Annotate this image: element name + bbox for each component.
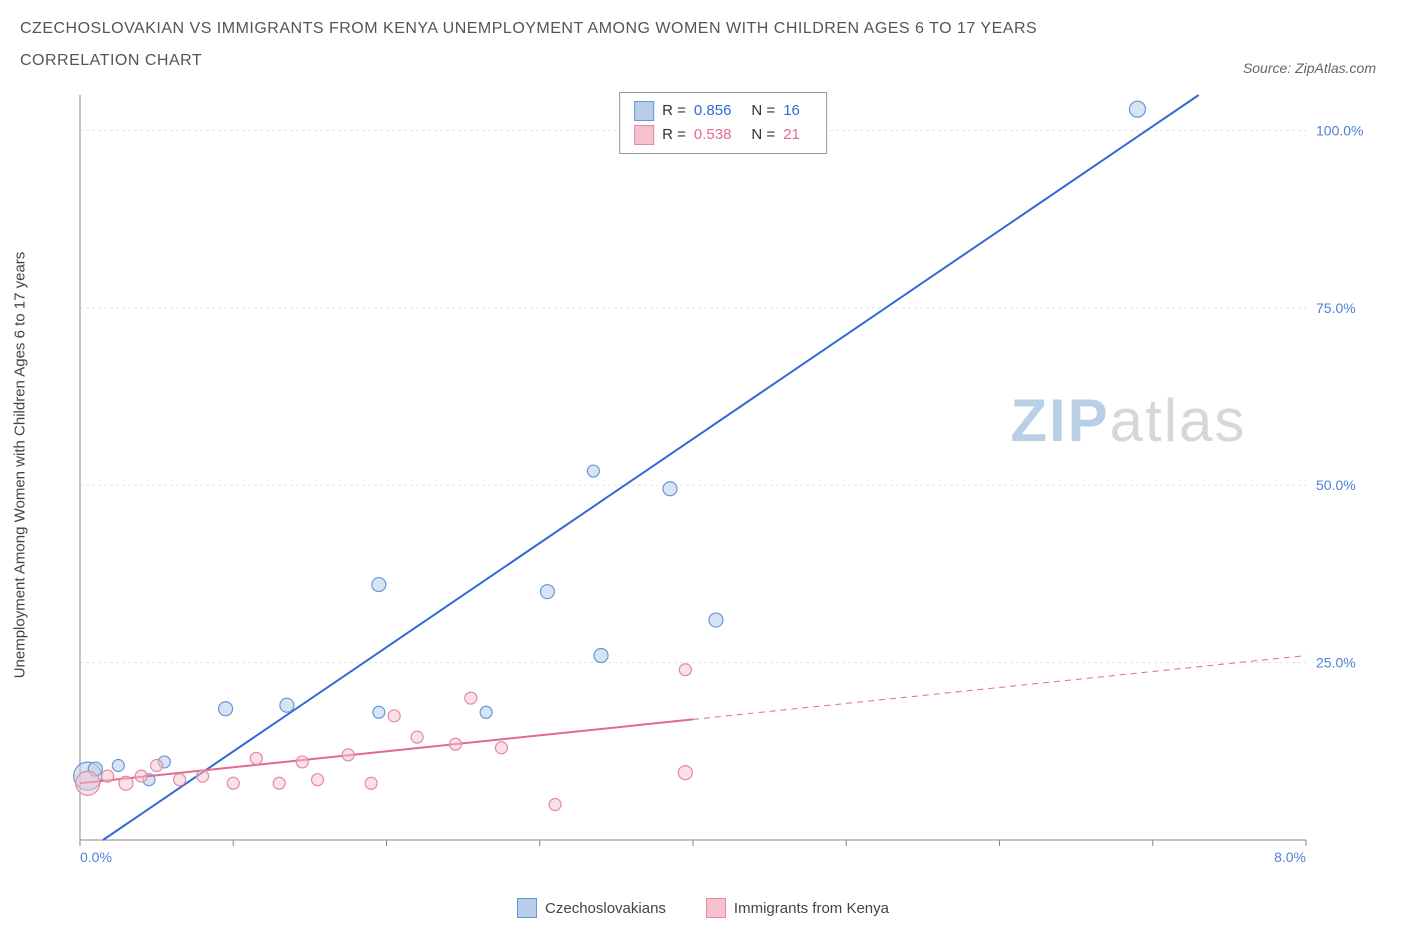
source-attribution: Source: ZipAtlas.com — [1243, 60, 1376, 76]
n-label: N = — [751, 123, 775, 147]
stats-legend-box: R = 0.856 N = 16 R = 0.538 N = 21 — [619, 92, 827, 154]
n-label: N = — [751, 99, 775, 123]
svg-text:0.0%: 0.0% — [80, 849, 112, 865]
swatch-series1 — [634, 101, 654, 121]
n-value-series2: 21 — [783, 123, 800, 147]
r-label: R = — [662, 123, 686, 147]
series-legend: Czechoslovakians Immigrants from Kenya — [517, 898, 889, 918]
legend-label-series1: Czechoslovakians — [545, 900, 666, 917]
n-value-series1: 16 — [783, 99, 800, 123]
stats-row-series2: R = 0.538 N = 21 — [634, 123, 812, 147]
legend-item-series1: Czechoslovakians — [517, 898, 666, 918]
swatch-series1 — [517, 898, 537, 918]
svg-text:8.0%: 8.0% — [1274, 849, 1306, 865]
svg-text:75.0%: 75.0% — [1316, 300, 1356, 316]
stats-row-series1: R = 0.856 N = 16 — [634, 99, 812, 123]
legend-item-series2: Immigrants from Kenya — [706, 898, 889, 918]
chart-title-line1: CZECHOSLOVAKIAN VS IMMIGRANTS FROM KENYA… — [20, 20, 1386, 38]
legend-label-series2: Immigrants from Kenya — [734, 900, 889, 917]
chart-title-line2: CORRELATION CHART — [20, 52, 1386, 70]
chart-svg: 0.0% 8.0% 25.0% 50.0% 75.0% 100.0% ZIPatlas — [70, 90, 1376, 870]
r-value-series1: 0.856 — [694, 99, 732, 123]
swatch-series2 — [706, 898, 726, 918]
svg-text:50.0%: 50.0% — [1316, 477, 1356, 493]
r-value-series2: 0.538 — [694, 123, 732, 147]
svg-text:ZIPatlas: ZIPatlas — [1010, 387, 1246, 454]
svg-text:100.0%: 100.0% — [1316, 122, 1363, 138]
correlation-scatter-chart: 0.0% 8.0% 25.0% 50.0% 75.0% 100.0% ZIPatlas R … — [70, 90, 1376, 870]
r-label: R = — [662, 99, 686, 123]
y-axis-label: Unemployment Among Women with Children A… — [12, 252, 29, 679]
svg-text:25.0%: 25.0% — [1316, 655, 1356, 671]
swatch-series2 — [634, 125, 654, 145]
